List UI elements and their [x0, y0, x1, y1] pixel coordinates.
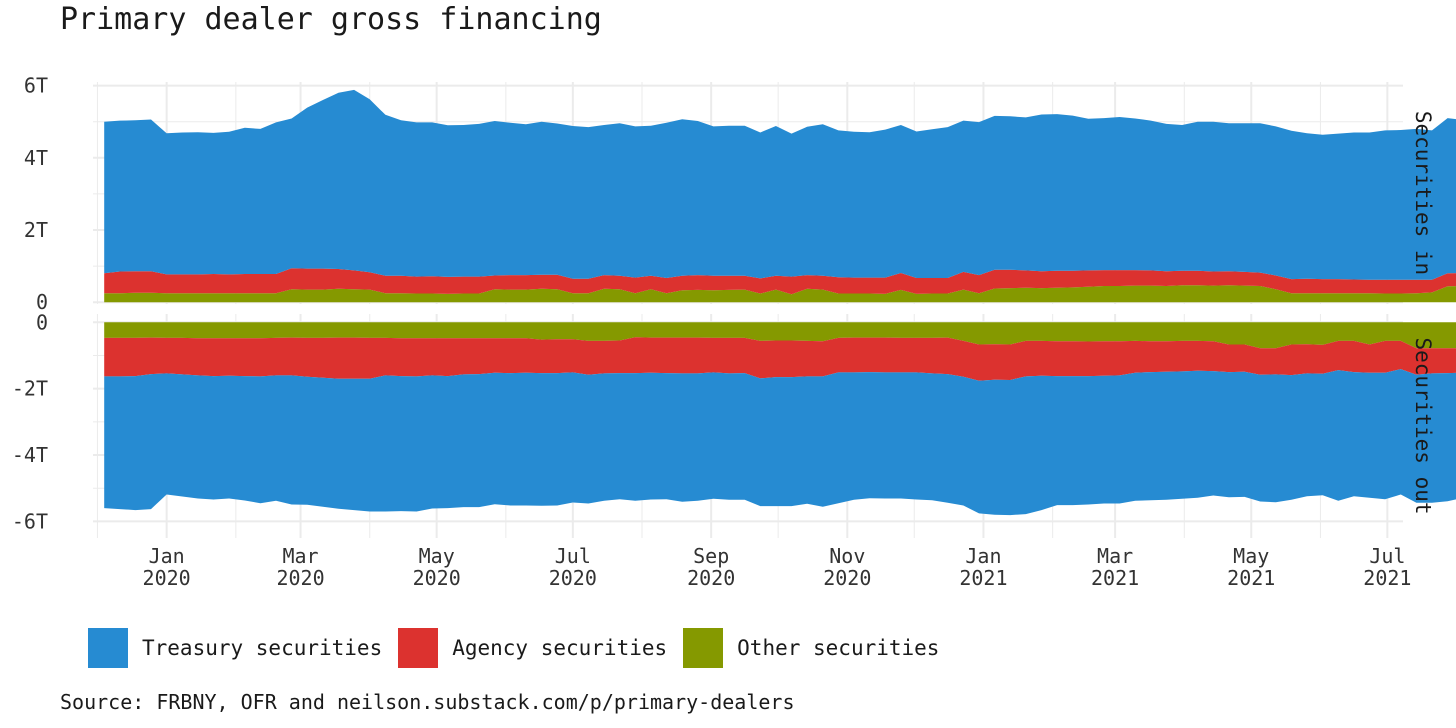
y-tick-label-0-2: 4T — [24, 146, 48, 170]
legend: Treasury securities Agency securities Ot… — [88, 628, 955, 668]
x-tick-label-2: May 2020 — [413, 544, 461, 590]
chart-title: Primary dealer gross financing — [60, 2, 602, 37]
legend-item-other: Other securities — [683, 628, 939, 668]
legend-label-treasury: Treasury securities — [142, 636, 383, 660]
legend-item-treasury: Treasury securities — [88, 628, 382, 668]
y-tick-label-1-1: -2T — [12, 377, 48, 401]
x-tick-labels: Jan 2020 Mar 2020 May 2020 Jul 2020 Sep 2020 Nov 20… — [143, 544, 1412, 590]
y-tick-labels: 0 2T 4T 6T 0 -2T -4T -6T — [12, 74, 48, 534]
x-tick-label-5: Nov 2020 — [823, 544, 871, 590]
x-tick-label-4: Sep 2020 — [687, 544, 735, 590]
y-tick-label-0-1: 2T — [24, 218, 48, 242]
area-series — [104, 89, 1456, 516]
facet-label-0: Securities in — [1411, 111, 1435, 275]
y-tick-label-0-0: 0 — [36, 290, 48, 314]
y-tick-label-0-3: 6T — [24, 74, 48, 98]
legend-label-agency: Agency securities — [452, 636, 668, 660]
area-agency-panel-0 — [104, 268, 1456, 295]
x-tick-label-9: Jul 2021 — [1363, 544, 1411, 590]
y-tick-label-1-0: 0 — [36, 310, 48, 334]
legend-swatch-other — [683, 628, 724, 668]
y-tick-label-1-2: -4T — [12, 443, 48, 467]
legend-swatch-agency — [398, 628, 439, 668]
source-caption: Source: FRBNY, OFR and neilson.substack.… — [60, 690, 795, 714]
area-other-panel-0 — [104, 285, 1456, 303]
area-treasury-panel-0 — [104, 89, 1456, 280]
facet-label-1: Securities out — [1411, 337, 1435, 514]
x-tick-label-0: Jan 2020 — [143, 544, 191, 590]
facet-strips: Securities in Securities out — [1411, 111, 1435, 515]
y-tick-label-1-3: -6T — [12, 509, 48, 533]
x-tick-label-6: Jan 2021 — [959, 544, 1007, 590]
x-tick-label-8: May 2021 — [1227, 544, 1275, 590]
area-agency-panel-1 — [104, 337, 1456, 381]
legend-swatch-treasury — [88, 628, 128, 668]
x-tick-label-3: Jul 2020 — [549, 544, 597, 590]
legend-label-other: Other securities — [737, 636, 940, 660]
x-tick-label-1: Mar 2020 — [276, 544, 324, 590]
area-other-panel-1 — [104, 322, 1456, 349]
x-tick-label-7: Mar 2021 — [1091, 544, 1139, 590]
legend-item-agency: Agency securities — [398, 628, 667, 668]
area-treasury-panel-1 — [104, 369, 1456, 516]
